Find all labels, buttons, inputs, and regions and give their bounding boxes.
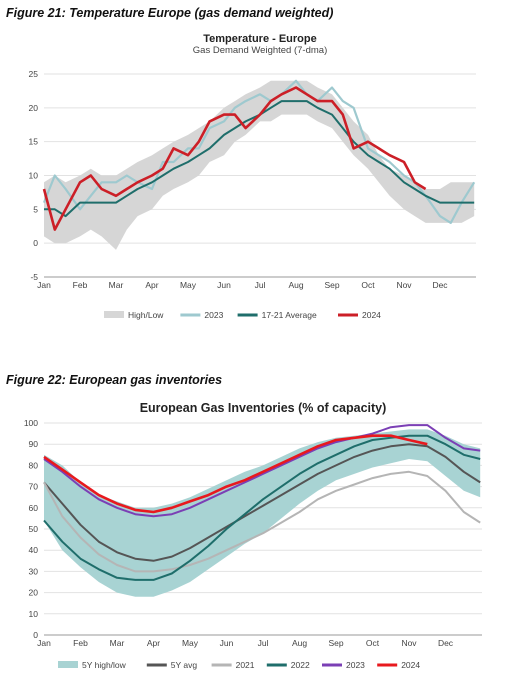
- y-tick-label: 10: [29, 171, 39, 181]
- legend-label: 5Y avg: [171, 660, 198, 670]
- y-tick-label: 60: [29, 503, 39, 513]
- series-line-2024: [42, 86, 427, 231]
- series-line-2023: [43, 424, 481, 518]
- x-tick-label: Feb: [73, 280, 88, 290]
- legend-label: 17-21 Average: [262, 310, 317, 320]
- x-tick-label: Dec: [432, 280, 448, 290]
- x-tick-label: Jul: [255, 280, 266, 290]
- x-tick-label: Sep: [328, 638, 343, 648]
- x-tick-label: Sep: [324, 280, 339, 290]
- legend-label: 2024: [362, 310, 381, 320]
- legend-label: 2023: [204, 310, 223, 320]
- x-tick-label: Apr: [145, 280, 158, 290]
- gas-inventories-chart: European Gas Inventories (% of capacity)…: [24, 401, 482, 670]
- x-tick-label: Jul: [258, 638, 269, 648]
- x-tick-label: Mar: [110, 638, 125, 648]
- legend-swatch: [104, 311, 124, 318]
- x-tick-label: Aug: [292, 638, 307, 648]
- y-tick-label: 80: [29, 460, 39, 470]
- y-tick-label: 90: [29, 439, 39, 449]
- chart-subtitle: Gas Demand Weighted (7-dma): [193, 45, 327, 56]
- chart-title: Temperature - Europe: [203, 33, 317, 45]
- x-tick-label: Apr: [147, 638, 160, 648]
- x-tick-label: Feb: [73, 638, 88, 648]
- y-tick-label: 25: [29, 69, 39, 79]
- legend-label: 2023: [346, 660, 365, 670]
- legend-label: 5Y high/low: [82, 660, 127, 670]
- x-tick-label: Jun: [217, 280, 231, 290]
- legend-label: 2024: [401, 660, 420, 670]
- y-tick-label: -5: [30, 272, 38, 282]
- figure-21-caption: Figure 21: Temperature Europe (gas deman…: [6, 6, 334, 20]
- y-tick-label: 100: [24, 418, 38, 428]
- x-tick-label: May: [180, 280, 197, 290]
- series-line-5y-avg: [43, 443, 481, 562]
- legend-label: 2021: [236, 660, 255, 670]
- y-tick-label: 20: [29, 103, 39, 113]
- x-tick-label: Jan: [37, 638, 51, 648]
- series-line-2023: [42, 79, 476, 224]
- x-tick-label: Nov: [401, 638, 417, 648]
- legend-swatch: [58, 661, 78, 668]
- x-tick-label: Oct: [366, 638, 380, 648]
- x-tick-label: Jan: [37, 280, 51, 290]
- band-area: [44, 80, 475, 250]
- y-tick-label: 0: [33, 238, 38, 248]
- y-tick-label: 70: [29, 482, 39, 492]
- y-tick-label: 30: [29, 566, 39, 576]
- y-tick-label: 10: [29, 609, 39, 619]
- series-line-2024: [43, 434, 428, 514]
- y-tick-label: 15: [29, 137, 39, 147]
- y-tick-label: 20: [29, 588, 39, 598]
- band-area: [44, 429, 481, 597]
- x-tick-label: Oct: [361, 280, 375, 290]
- y-tick-label: 40: [29, 545, 39, 555]
- x-tick-label: Nov: [396, 280, 412, 290]
- chart-title: European Gas Inventories (% of capacity): [140, 401, 387, 415]
- legend-label: 2022: [291, 660, 310, 670]
- y-tick-label: 50: [29, 524, 39, 534]
- x-tick-label: May: [182, 638, 199, 648]
- x-tick-label: Aug: [288, 280, 303, 290]
- x-tick-label: Mar: [109, 280, 124, 290]
- series-line-2021: [43, 470, 481, 573]
- y-tick-label: 5: [33, 204, 38, 214]
- figure-22-caption: Figure 22: European gas inventories: [6, 373, 223, 387]
- legend-label: High/Low: [128, 310, 164, 320]
- x-tick-label: Dec: [438, 638, 454, 648]
- series-line-2022: [43, 434, 481, 581]
- y-tick-label: 0: [33, 630, 38, 640]
- x-tick-label: Jun: [220, 638, 234, 648]
